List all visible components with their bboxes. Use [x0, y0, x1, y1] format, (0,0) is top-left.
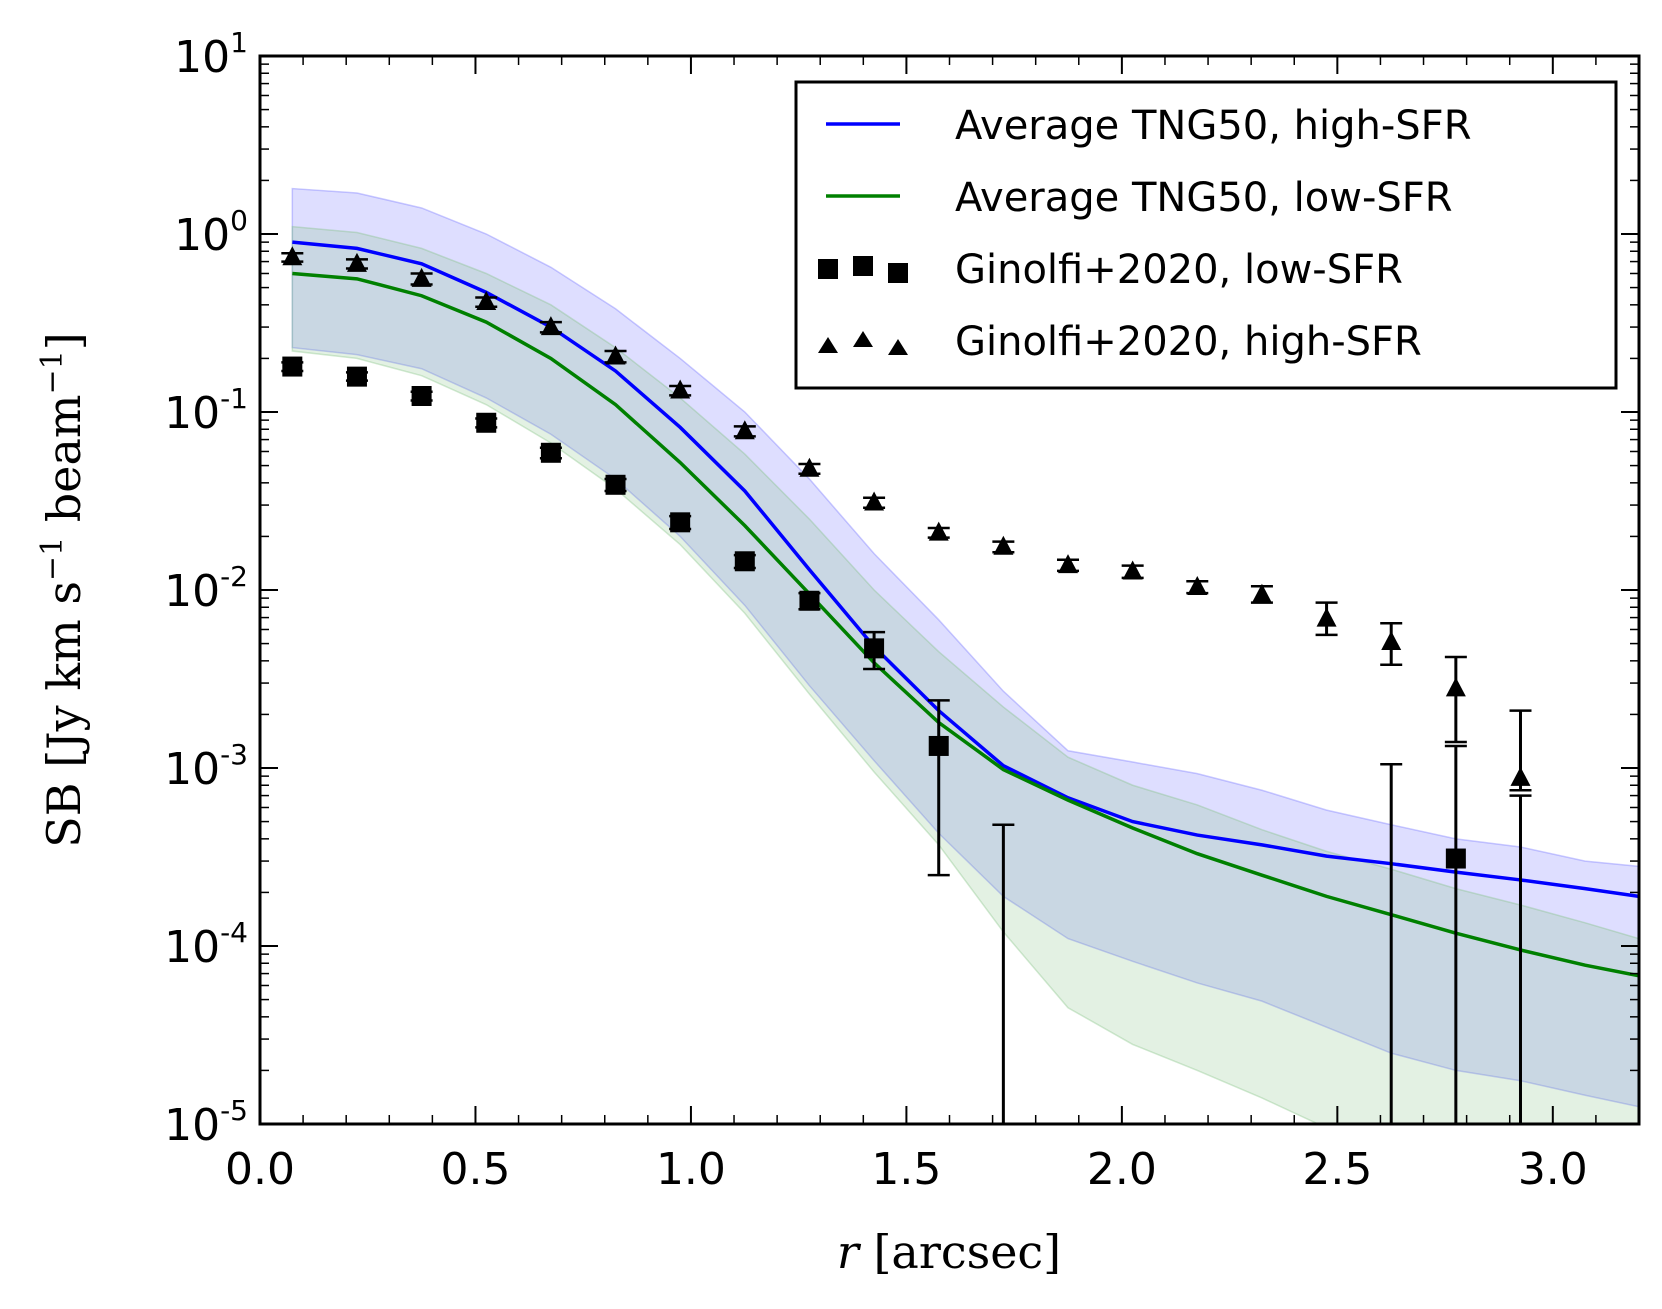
legend-label-ginolfi-high: Ginolfi+2020, high-SFR — [955, 319, 1422, 365]
square-marker-8 — [799, 590, 820, 611]
triangle-marker-10 — [928, 521, 949, 541]
legend-label-tng50-low: Average TNG50, low-SFR — [955, 175, 1453, 221]
y-tick-labels: 101 100 10-1 10-2 10-3 10-4 10-5 — [164, 26, 248, 1151]
triangle-marker-14 — [1187, 575, 1208, 595]
square-marker-3 — [476, 412, 497, 433]
y-axis-title: SB [Jy km s−1 beam−1] — [35, 332, 91, 847]
square-marker-4 — [540, 442, 561, 463]
square-marker-5 — [605, 474, 626, 495]
triangle-marker-12 — [1058, 554, 1079, 574]
triangle-marker-13 — [1122, 560, 1143, 580]
triangle-marker-4 — [540, 316, 561, 336]
triangle-marker-9 — [864, 491, 885, 511]
triangle-marker-3 — [476, 290, 497, 310]
square-marker-6 — [670, 512, 691, 533]
square-marker-1 — [346, 366, 367, 387]
triangle-marker-11 — [993, 535, 1014, 555]
triangle-marker-19 — [1510, 766, 1531, 786]
x-tick-label-2: 1.0 — [656, 1144, 726, 1195]
y-tick-label-4: 10-3 — [164, 738, 248, 795]
band-1 — [291, 225, 1639, 1124]
data-markers — [282, 246, 1531, 869]
y-tick-label-1: 100 — [174, 204, 248, 261]
triangle-marker-7 — [734, 420, 755, 440]
square-marker-7 — [734, 551, 755, 572]
square-marker-9 — [864, 638, 885, 659]
model-lines — [292, 240, 1639, 978]
triangle-marker-8 — [799, 457, 820, 477]
x-tick-label-5: 2.5 — [1302, 1144, 1372, 1195]
y-tick-label-5: 10-4 — [164, 916, 248, 973]
legend: Average TNG50, high-SFR Average TNG50, l… — [794, 80, 1618, 390]
series-line-0 — [292, 240, 1639, 899]
y-tick-label-3: 10-2 — [164, 560, 248, 617]
square-marker-0 — [282, 356, 303, 377]
square-marker-2 — [411, 385, 432, 406]
y-tick-label-2: 10-1 — [164, 382, 248, 439]
x-axis-title: r [arcsec] — [837, 1225, 1061, 1279]
series-line-1 — [292, 271, 1639, 978]
legend-box — [794, 80, 1618, 390]
triangle-marker-1 — [346, 252, 367, 272]
x-tick-label-3: 1.5 — [871, 1144, 941, 1195]
triangle-marker-18 — [1445, 677, 1466, 697]
triangle-marker-5 — [605, 345, 626, 365]
triangle-marker-6 — [670, 379, 691, 399]
square-marker-10 — [928, 735, 949, 756]
legend-squares-icon — [818, 256, 908, 283]
triangle-marker-15 — [1251, 583, 1272, 603]
triangle-marker-17 — [1381, 631, 1402, 651]
y-tick-label-0: 101 — [174, 26, 248, 83]
triangle-marker-2 — [411, 267, 432, 287]
x-tick-label-4: 2.0 — [1087, 1144, 1157, 1195]
legend-label-tng50-high: Average TNG50, high-SFR — [955, 103, 1471, 149]
x-tick-label-6: 3.0 — [1518, 1144, 1588, 1195]
y-tick-label-6: 10-5 — [164, 1094, 248, 1151]
triangle-marker-16 — [1316, 607, 1337, 627]
legend-label-ginolfi-low: Ginolfi+2020, low-SFR — [955, 247, 1403, 293]
square-marker-13 — [1445, 848, 1466, 869]
x-tick-label-0: 0.0 — [225, 1144, 295, 1195]
x-tick-label-1: 0.5 — [440, 1144, 510, 1195]
x-tick-labels: 0.0 0.5 1.0 1.5 2.0 2.5 3.0 — [225, 1144, 1588, 1195]
triangle-marker-0 — [282, 246, 303, 266]
plot-frame — [258, 54, 1641, 1126]
legend-triangles-icon — [818, 331, 908, 355]
